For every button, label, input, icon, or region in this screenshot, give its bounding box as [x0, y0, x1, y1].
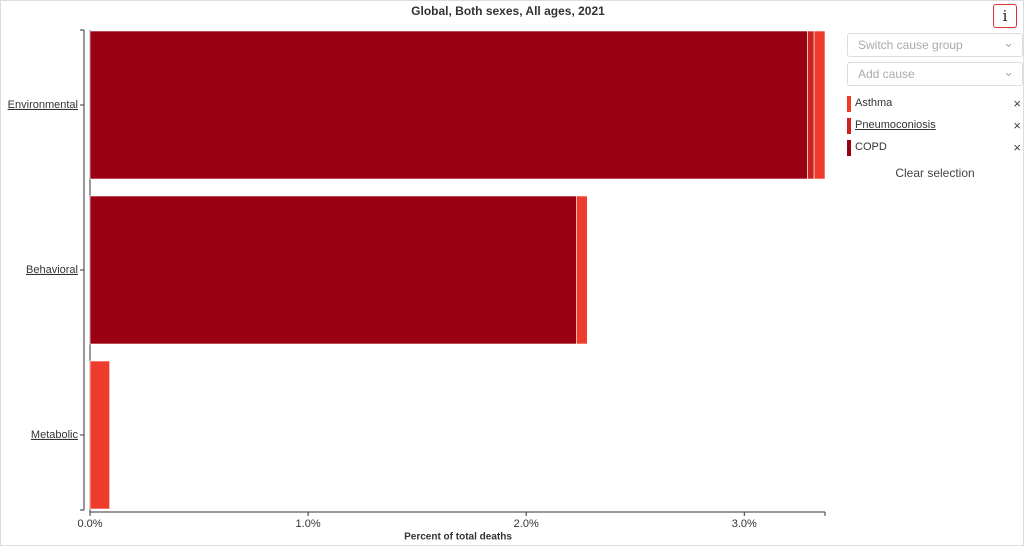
clear-selection-button[interactable]: Clear selection	[895, 166, 975, 180]
legend-item: Pneumoconiosis ×	[847, 117, 1023, 135]
x-tick-label: 0.0%	[77, 518, 102, 530]
bar-segment	[89, 30, 808, 180]
bar-segment	[576, 195, 588, 345]
chart-title: Global, Both sexes, All ages, 2021	[411, 4, 605, 18]
legend-item: COPD ×	[847, 139, 1023, 157]
dropdown-text: Switch cause group	[858, 38, 963, 52]
bar-segment	[807, 30, 815, 180]
legend-swatch	[847, 118, 851, 134]
x-tick-label: 2.0%	[514, 518, 539, 530]
switch-cause-group-dropdown[interactable]: Switch cause group ⌄	[847, 33, 1023, 57]
x-tick-label: 3.0%	[732, 518, 757, 530]
remove-button[interactable]: ×	[1013, 140, 1021, 155]
chevron: ⌄	[1003, 64, 1014, 79]
legend-label[interactable]: Pneumoconiosis	[855, 119, 936, 131]
bar-segment	[813, 30, 826, 180]
add-cause-dropdown[interactable]: Add cause ⌄	[847, 62, 1023, 86]
legend-label[interactable]: Asthma	[855, 97, 893, 109]
chart: Global, Both sexes, All ages, 2021 Perce…	[8, 4, 826, 543]
remove-button[interactable]: ×	[1013, 118, 1021, 133]
x-tick-label: 1.0%	[296, 518, 321, 530]
y-tick-label[interactable]: Metabolic	[31, 429, 79, 441]
y-tick-label[interactable]: Behavioral	[26, 264, 78, 276]
legend-swatch	[847, 96, 851, 112]
x-axis-label: Percent of total deaths	[404, 532, 512, 543]
remove-button[interactable]: ×	[1013, 96, 1021, 111]
dropdown-text: Add cause	[858, 67, 915, 81]
chevron: ⌄	[1003, 35, 1014, 50]
legend-label[interactable]: COPD	[855, 141, 887, 153]
legend-swatch	[847, 140, 851, 156]
info-button[interactable]: i	[993, 4, 1017, 28]
legend-item: Asthma ×	[847, 95, 1023, 113]
y-tick-label[interactable]: Environmental	[8, 99, 78, 111]
bar-segment	[89, 360, 110, 510]
bar-segment	[89, 195, 577, 345]
